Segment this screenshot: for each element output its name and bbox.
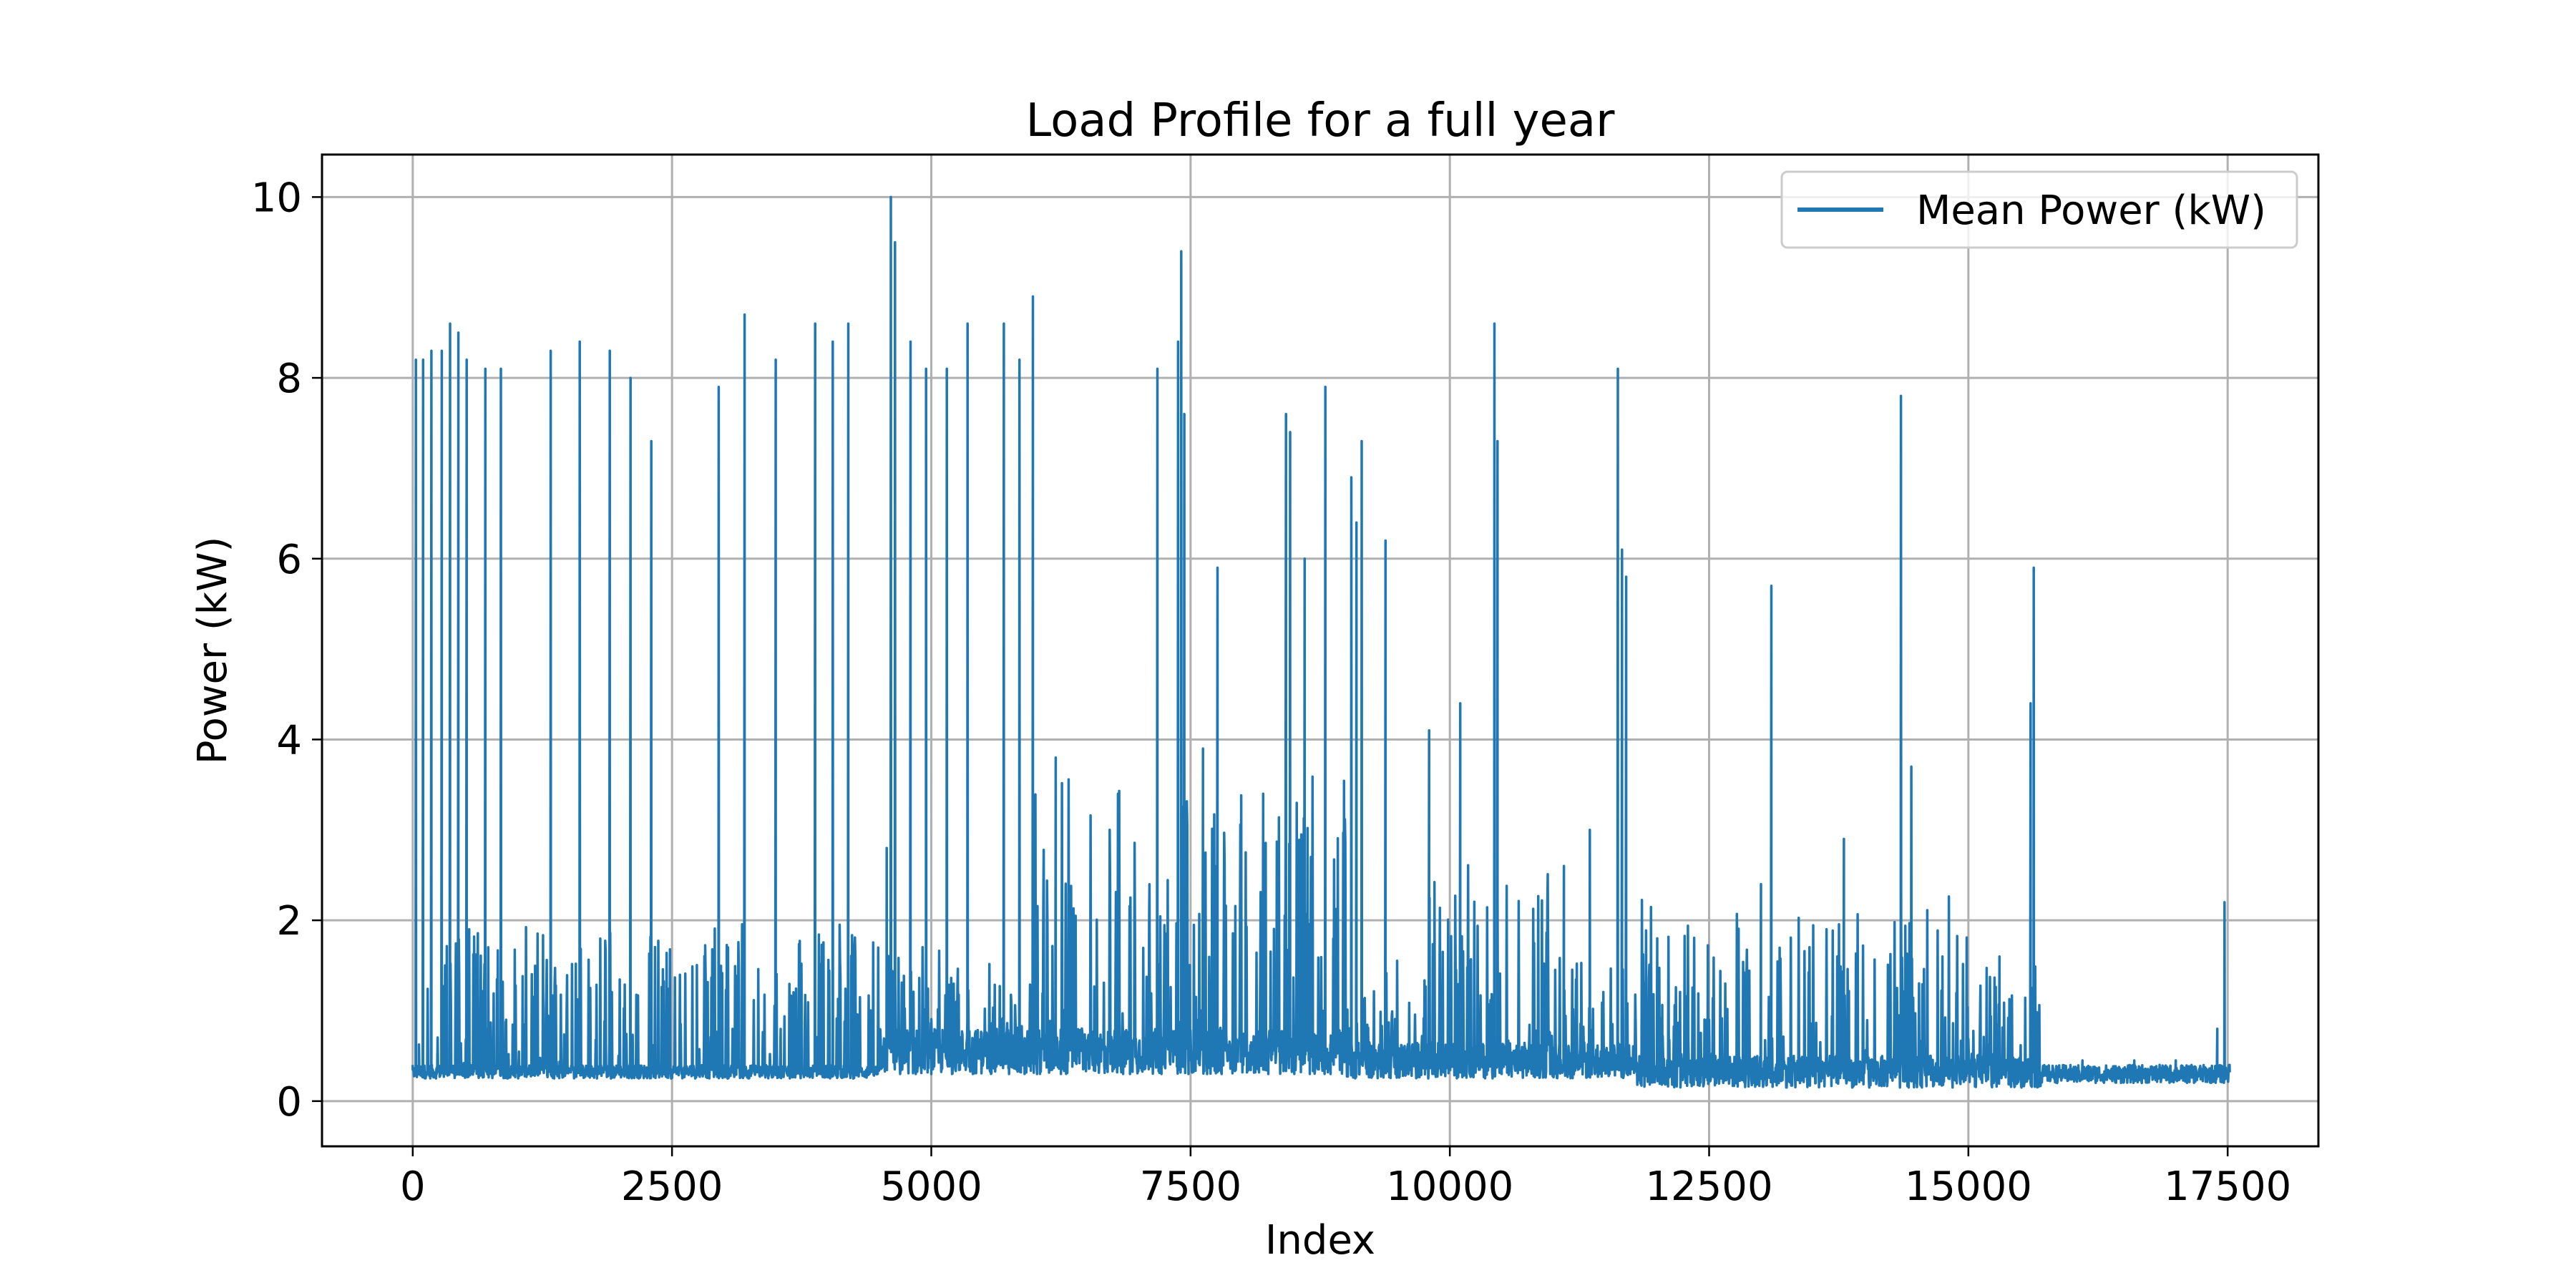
y-tick-label: 2 bbox=[276, 898, 302, 945]
series-line-mean-power bbox=[411, 195, 2231, 1089]
y-tick-label: 0 bbox=[276, 1079, 302, 1126]
y-tick-label: 4 bbox=[276, 717, 302, 763]
x-axis-label: Index bbox=[1265, 1217, 1375, 1264]
y-tick-label: 10 bbox=[251, 175, 302, 221]
x-tick-label: 10000 bbox=[1386, 1163, 1513, 1210]
ticks: 0 2500 5000 7500 10000 12500 15000 17500 0 2 4 6 8 10 bbox=[251, 175, 2292, 1210]
y-tick-label: 6 bbox=[276, 537, 302, 583]
x-tick-label: 17500 bbox=[2164, 1163, 2291, 1210]
y-axis-label: Power (kW) bbox=[190, 537, 236, 765]
legend-label: Mean Power (kW) bbox=[1916, 187, 2266, 234]
x-tick-label: 12500 bbox=[1645, 1163, 1772, 1210]
x-tick-label: 7500 bbox=[1140, 1163, 1242, 1210]
x-tick-label: 15000 bbox=[1905, 1163, 2032, 1210]
chart-title: Load Profile for a full year bbox=[1026, 94, 1616, 147]
x-tick-label: 0 bbox=[400, 1163, 426, 1210]
series-area bbox=[411, 195, 2231, 1089]
grid bbox=[322, 155, 2318, 1146]
x-tick-label: 2500 bbox=[621, 1163, 723, 1210]
y-tick-label: 8 bbox=[276, 356, 302, 402]
plot-frame bbox=[321, 153, 2320, 1148]
legend: Mean Power (kW) bbox=[1780, 170, 2298, 249]
x-tick-label: 5000 bbox=[880, 1163, 982, 1210]
legend-frame bbox=[1780, 170, 2298, 249]
